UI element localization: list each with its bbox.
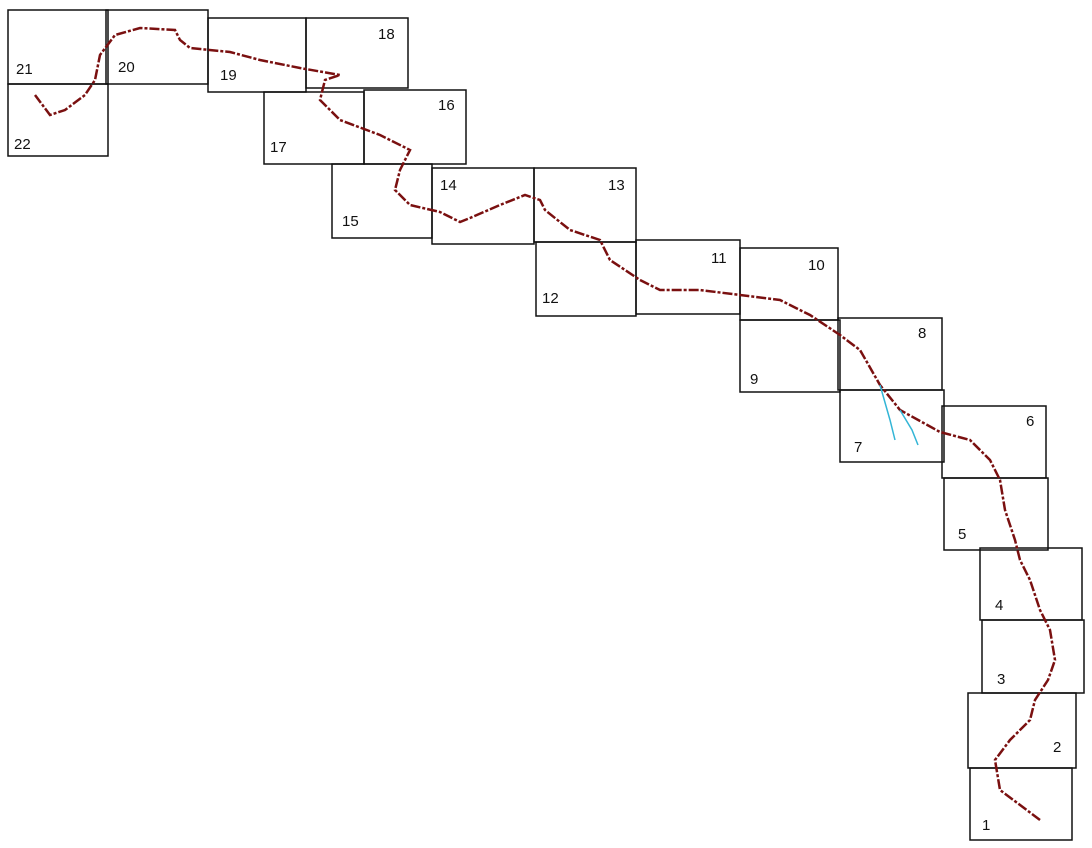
tile-label: 20 <box>118 59 135 76</box>
tile <box>979 547 1083 621</box>
tile-label: 2 <box>1053 739 1061 756</box>
tile-label: 14 <box>440 177 457 194</box>
tile-label: 9 <box>750 371 758 388</box>
branch <box>879 384 896 441</box>
tile-label: 6 <box>1026 413 1034 430</box>
tile-label: 21 <box>16 61 33 78</box>
route <box>34 26 1057 821</box>
tile <box>941 405 1047 479</box>
tile-label: 5 <box>958 526 966 543</box>
tile <box>7 83 109 157</box>
tile-label: 11 <box>711 250 727 267</box>
tile <box>967 692 1077 769</box>
tile-label: 15 <box>342 213 359 230</box>
branch <box>899 409 919 446</box>
tile-label: 13 <box>608 177 625 194</box>
tile <box>837 317 943 391</box>
tile-label: 3 <box>997 671 1005 688</box>
tile-label: 16 <box>438 97 455 114</box>
tile-label: 17 <box>270 139 287 156</box>
tile-label: 18 <box>378 26 395 43</box>
tile-label: 4 <box>995 597 1003 614</box>
tile-label: 1 <box>982 817 990 834</box>
tile-label: 22 <box>14 136 31 153</box>
tile-grid <box>7 9 1085 841</box>
tile-label: 19 <box>220 67 237 84</box>
tile-labels: 1 2 3 4 5 6 7 8 9 10 11 12 13 14 15 16 1… <box>14 26 1061 834</box>
tile-label: 10 <box>808 257 825 274</box>
tile-label: 8 <box>918 325 926 342</box>
tile-label: 12 <box>542 290 559 307</box>
tile-label: 7 <box>854 439 862 456</box>
